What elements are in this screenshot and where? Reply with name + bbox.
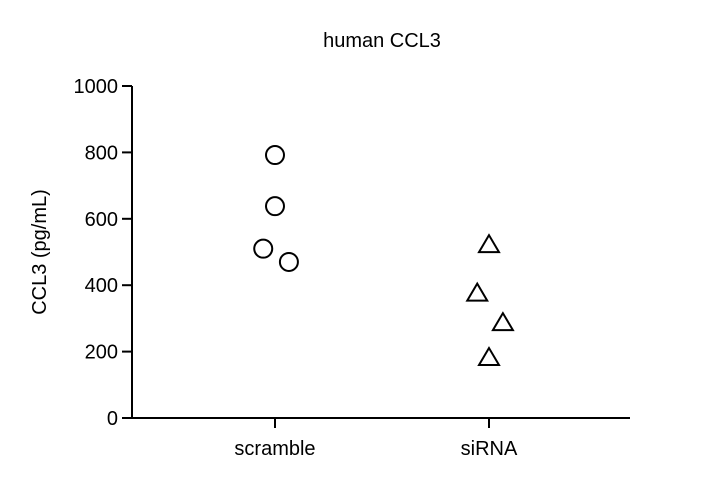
data-points	[253, 145, 515, 367]
chart-title: human CCL3	[323, 30, 441, 52]
x-tick-label: scramble	[234, 438, 315, 460]
scramble-point	[265, 196, 285, 217]
y-tick-label: 400	[85, 275, 118, 297]
y-axis-label: CCL3 (pg/mL)	[29, 189, 51, 315]
scramble-point	[253, 238, 274, 259]
y-tick-label: 800	[85, 142, 118, 164]
y-tick-label: 1000	[74, 76, 119, 98]
scramble-point	[278, 251, 299, 272]
scramble-point	[265, 145, 285, 166]
y-ticks: 0 200 400 600 800 1000	[74, 76, 132, 430]
sirna-point	[477, 233, 501, 254]
y-tick-label: 0	[107, 408, 118, 430]
sirna-point	[477, 346, 501, 367]
x-ticks: scramble siRNA	[234, 418, 518, 460]
y-tick-label: 600	[85, 209, 118, 231]
y-tick-label: 200	[85, 342, 118, 364]
sirna-point	[465, 281, 489, 302]
x-tick-label: siRNA	[461, 438, 518, 460]
sirna-point	[491, 311, 515, 332]
